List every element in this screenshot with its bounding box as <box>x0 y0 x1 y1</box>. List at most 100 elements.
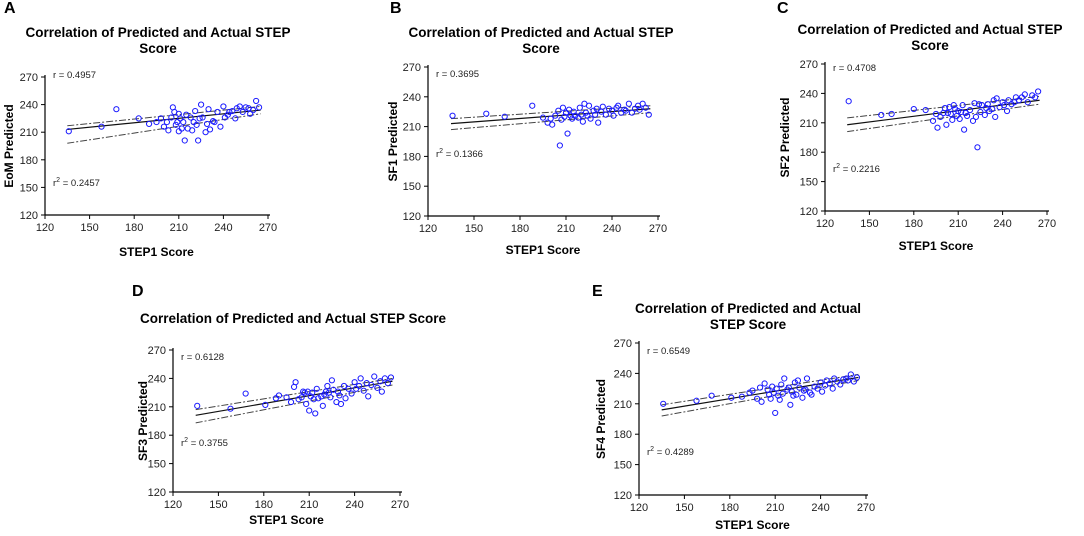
ci-lower-line <box>847 103 1040 133</box>
x-axis-label: STEP1 Score <box>715 518 790 532</box>
data-point <box>767 395 774 402</box>
data-point <box>999 99 1006 106</box>
data-point <box>1024 99 1031 106</box>
ci-lower-line <box>661 380 859 417</box>
regression-line <box>195 380 393 416</box>
y-tick-label: 150 <box>800 177 818 189</box>
chart-title-line: Correlation of Predicted and Actual STEP <box>797 22 1062 37</box>
panel-letter-e: E <box>592 283 603 300</box>
y-tick-label: 180 <box>614 429 632 441</box>
data-point <box>298 394 305 401</box>
data-point <box>929 117 937 124</box>
data-point <box>319 402 326 409</box>
data-point <box>313 385 320 392</box>
data-point <box>220 103 227 110</box>
data-point <box>605 105 613 112</box>
data-point <box>961 126 968 133</box>
r2-prefix: r <box>53 178 56 189</box>
data-point <box>163 118 171 126</box>
data-point <box>610 112 617 119</box>
data-point <box>194 402 201 409</box>
x-tick-label: 120 <box>630 502 648 514</box>
data-point <box>227 405 234 412</box>
data-point <box>796 384 803 391</box>
data-point <box>342 395 349 402</box>
y-tick-label: 240 <box>20 100 38 112</box>
data-point <box>310 396 317 403</box>
data-point <box>977 108 984 116</box>
y-tick-label: 180 <box>800 147 818 159</box>
data-point <box>989 105 996 113</box>
data-point <box>639 100 646 107</box>
data-point <box>309 389 316 396</box>
data-point <box>181 137 188 144</box>
panel-letter-b: B <box>390 0 402 17</box>
x-tick-label: 150 <box>80 222 98 234</box>
data-point <box>168 114 175 121</box>
chart-title-line: Correlation of Predicted and Actual <box>635 301 861 316</box>
chart-title-e: Correlation of Predicted and Actual STEP … <box>635 301 861 332</box>
data-point <box>975 101 983 108</box>
data-point <box>645 111 652 118</box>
data-point <box>922 106 929 114</box>
data-point <box>787 401 794 408</box>
data-point <box>217 123 224 130</box>
data-point <box>206 126 214 133</box>
panel-b: B Correlation of Predicted and Actual ST… <box>385 0 715 265</box>
y-tick-label: 240 <box>148 373 166 385</box>
x-tick-label: 270 <box>391 499 409 511</box>
data-point <box>621 106 628 113</box>
y-tick-label: 270 <box>148 345 166 357</box>
data-point <box>599 103 606 110</box>
r2-prefix: r <box>436 149 439 160</box>
data-point <box>322 388 329 395</box>
data-point <box>483 110 490 117</box>
data-point <box>959 102 966 109</box>
r2-prefix: r <box>833 164 836 175</box>
data-point <box>552 112 559 119</box>
data-point <box>955 107 962 115</box>
data-point <box>615 102 622 109</box>
r-annotation: r = 0.4957 <box>53 70 96 81</box>
panel-d: D Correlation of Predicted and Actual ST… <box>128 283 458 536</box>
data-point <box>728 394 735 401</box>
data-point <box>295 396 302 403</box>
r2-value: = 0.3755 <box>188 438 228 449</box>
chart-title-line: Correlation of Predicted and Actual STEP… <box>140 311 447 326</box>
data-point <box>306 407 313 414</box>
data-point <box>348 390 355 397</box>
ci-upper-line <box>847 95 1040 119</box>
x-tick-label: 180 <box>721 502 739 514</box>
data-point <box>229 107 236 115</box>
chart-d-svg: Correlation of Predicted and Actual STEP… <box>136 311 447 527</box>
data-point <box>971 100 978 107</box>
data-point <box>529 102 536 109</box>
ci-upper-line <box>195 377 393 411</box>
r2-annotation: r2 = 0.2457 <box>53 177 100 189</box>
data-point <box>772 409 779 417</box>
x-tick-label: 180 <box>905 218 923 230</box>
data-point <box>844 377 851 384</box>
data-point <box>157 115 165 122</box>
chart-title-line: Correlation of Predicted and Actual STEP <box>25 25 290 40</box>
y-tick-label: 150 <box>614 460 632 472</box>
data-point <box>304 388 311 395</box>
data-point <box>932 110 940 118</box>
data-point <box>303 400 310 408</box>
data-point <box>962 109 969 117</box>
data-point <box>802 386 809 393</box>
x-axis-label: STEP1 Score <box>899 239 974 253</box>
y-tick-label: 210 <box>614 399 632 411</box>
data-point <box>287 398 295 406</box>
data-point <box>555 107 562 114</box>
chart-title-b: Correlation of Predicted and Actual STEP… <box>408 25 673 56</box>
chart-title-line: Correlation of Predicted and Actual STEP <box>408 25 673 40</box>
data-point <box>113 106 120 113</box>
x-axis-label: STEP1 Score <box>249 513 324 527</box>
data-point <box>799 394 806 401</box>
data-point <box>829 385 836 392</box>
data-point <box>145 120 153 128</box>
chart-title-line: Score <box>139 41 177 56</box>
data-point <box>318 393 325 400</box>
chart-title-d: Correlation of Predicted and Actual STEP… <box>140 311 447 326</box>
